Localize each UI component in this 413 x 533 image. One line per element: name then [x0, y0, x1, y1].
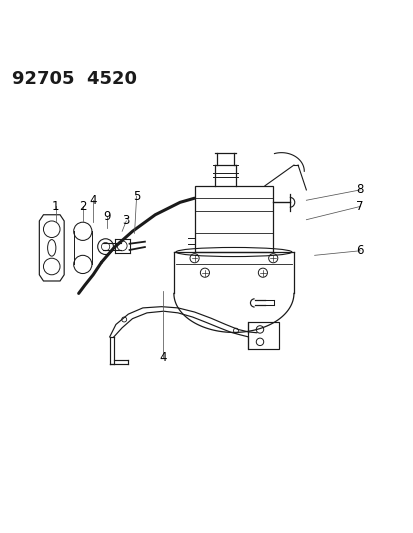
Text: 3: 3	[122, 214, 130, 228]
Text: 4: 4	[89, 194, 97, 207]
Text: 1: 1	[52, 200, 59, 213]
Text: 5: 5	[133, 190, 140, 203]
Text: 2: 2	[79, 200, 86, 213]
Text: 9: 9	[103, 211, 110, 223]
Text: 7: 7	[356, 200, 363, 213]
Text: 8: 8	[356, 183, 363, 196]
Text: 6: 6	[356, 244, 363, 257]
Text: 4: 4	[159, 351, 166, 364]
Text: 92705  4520: 92705 4520	[12, 70, 137, 88]
